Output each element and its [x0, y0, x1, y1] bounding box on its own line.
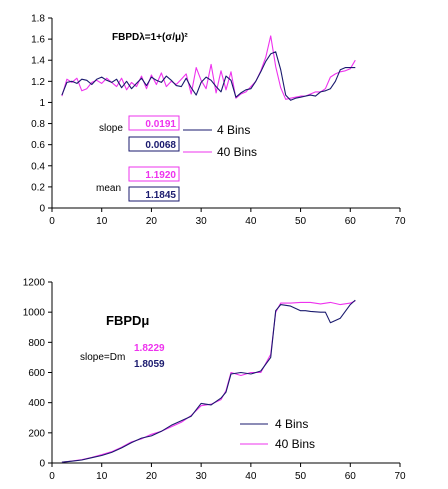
x-tick-label: 30: [196, 471, 208, 482]
mean-value-4bins: 1.1845: [145, 190, 176, 201]
chart-top: 0 0.2 0.4 0.6 0.8 1 1.2 1.4 1.6 1.8 0 10 20 30 40 50 60…: [31, 14, 406, 228]
legend-label-4bins-bottom: 4 Bins: [275, 417, 308, 431]
series-line-40bins: [61, 300, 356, 463]
y-tick-label: 0: [39, 459, 45, 470]
series-line-40bins: [61, 35, 356, 100]
legend-label-40bins-bottom: 40 Bins: [275, 437, 315, 451]
y-axis-ticks-bottom: 0 200 400 600 800 1000 1200: [23, 278, 52, 470]
mean-value-40bins: 1.1920: [145, 170, 176, 181]
series-line-4bins: [61, 299, 356, 463]
series-bottom: [61, 299, 356, 463]
y-tick-label: 1.4: [31, 56, 45, 67]
slope-value-4bins: 0.0068: [145, 140, 176, 151]
y-tick-label: 200: [28, 428, 45, 439]
legend-label-40bins-top: 40 Bins: [217, 145, 257, 159]
x-tick-label: 20: [146, 216, 158, 227]
x-tick-label: 30: [196, 216, 208, 227]
annotation-slope-label: slope: [99, 123, 123, 134]
y-tick-label: 400: [28, 398, 45, 409]
x-tick-label: 40: [245, 471, 257, 482]
slope-box-4bins: [128, 136, 180, 152]
x-tick-label: 10: [96, 216, 108, 227]
x-tick-label: 20: [146, 471, 158, 482]
y-tick-label: 600: [28, 368, 45, 379]
x-tick-label: 60: [345, 216, 357, 227]
x-axis-ticks-top: 0 10 20 30 40 50 60 70: [49, 208, 406, 227]
mean-box-4bins: [128, 186, 180, 202]
legend-top: 4 Bins 40 Bins: [183, 123, 257, 159]
annotation-slope-dm-label: slope=Dm: [80, 352, 125, 363]
x-tick-label: 50: [295, 216, 307, 227]
legend-label-4bins-top: 4 Bins: [217, 123, 250, 137]
legend-bottom: 4 Bins 40 Bins: [240, 417, 315, 451]
mean-box-40bins: [128, 166, 180, 182]
x-tick-label: 0: [49, 471, 55, 482]
series-top: [61, 35, 356, 101]
y-tick-label: 0.4: [31, 161, 45, 172]
y-tick-label: 0: [39, 204, 45, 215]
y-tick-label: 0.6: [31, 140, 45, 151]
y-tick-label: 1.2: [31, 77, 45, 88]
y-tick-label: 0.2: [31, 182, 45, 193]
slope-value-40bins: 0.0191: [145, 119, 176, 130]
y-axis-ticks-top: 0 0.2 0.4 0.6 0.8 1 1.2 1.4 1.6 1.8: [31, 14, 52, 215]
y-tick-label: 1: [39, 98, 45, 109]
x-tick-label: 50: [295, 471, 307, 482]
chart-title-bottom: FBPDμ: [106, 313, 149, 328]
y-tick-label: 1.8: [31, 14, 45, 25]
x-tick-label: 0: [49, 216, 55, 227]
y-tick-label: 1.6: [31, 35, 45, 46]
chart-bottom: 0 200 400 600 800 1000 1200 0 10 20 30 40 50 60 70 FB…: [23, 278, 406, 483]
y-tick-label: 800: [28, 338, 45, 349]
y-tick-label: 1200: [23, 278, 46, 289]
slope-dm-value-40bins: 1.8229: [134, 343, 165, 354]
x-tick-label: 70: [394, 471, 406, 482]
annotation-mean-label: mean: [96, 183, 121, 194]
slope-box-40bins: [128, 115, 180, 131]
y-tick-label: 0.8: [31, 119, 45, 130]
x-tick-label: 70: [394, 216, 406, 227]
slope-dm-value-4bins: 1.8059: [134, 359, 165, 370]
series-line-4bins: [61, 51, 356, 101]
chart-title-top: FBPDλ=1+(σ/μ)²: [112, 32, 188, 43]
x-tick-label: 10: [96, 471, 108, 482]
x-axis-ticks-bottom: 0 10 20 30 40 50 60 70: [49, 463, 406, 482]
x-tick-label: 40: [245, 216, 257, 227]
y-tick-label: 1000: [23, 308, 46, 319]
x-tick-label: 60: [345, 471, 357, 482]
